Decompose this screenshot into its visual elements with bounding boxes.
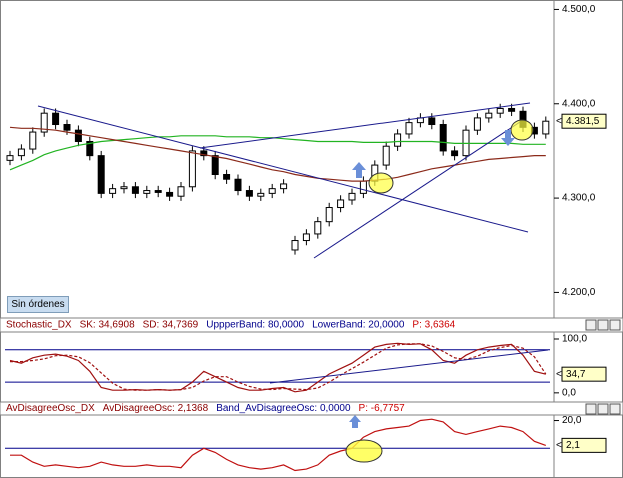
y-tick-label: 20,0 xyxy=(562,415,582,426)
panel-header xyxy=(0,317,623,333)
y-tick-label: 0,0 xyxy=(562,387,576,398)
candle-body xyxy=(97,155,105,194)
panel-header-text: AvDisagreeOsc_DX xyxy=(6,403,95,414)
candle-body xyxy=(211,155,219,176)
candle-body xyxy=(6,155,14,161)
series-line xyxy=(10,343,547,391)
value-tag-box xyxy=(561,437,607,453)
candle-body xyxy=(234,178,242,192)
window-buttons[interactable] xyxy=(585,319,621,415)
orders-button[interactable]: Sin órdenes xyxy=(7,296,69,313)
series-line xyxy=(9,126,546,182)
candle-body xyxy=(302,233,310,242)
candle-body xyxy=(17,148,25,157)
annotations xyxy=(37,102,549,463)
panel-header-text: Band_AvDisagreeOsc: 0,0000 xyxy=(216,403,351,414)
panel-header-text: Stochastic_DX xyxy=(6,320,72,331)
candle-body xyxy=(131,186,139,194)
y-tick-label: 4.500,0 xyxy=(562,4,596,15)
candle-body xyxy=(120,186,128,190)
y-tick-label: 100,0 xyxy=(562,334,587,345)
candle-body xyxy=(451,150,459,157)
candle-body xyxy=(291,240,299,251)
candle-body xyxy=(394,133,402,147)
panel-header-text: AvDisagreeOsc: 2,1368 xyxy=(103,403,209,414)
candle-body xyxy=(496,107,504,114)
candle-body xyxy=(29,131,37,150)
series-line xyxy=(9,342,546,393)
candle-body xyxy=(439,124,447,152)
value-tag-box xyxy=(561,366,607,382)
candle-body xyxy=(86,140,94,157)
candle-body xyxy=(52,112,60,126)
candle-body xyxy=(257,192,265,197)
value-tag-box xyxy=(561,113,607,129)
candle-body xyxy=(348,192,356,201)
candle-body xyxy=(337,199,345,209)
panel-header-text: P: -6,7757 xyxy=(359,403,406,414)
panel-header xyxy=(0,401,623,416)
candle-body xyxy=(485,112,493,119)
value-tag: 2,1 xyxy=(566,440,580,451)
candle-body xyxy=(325,207,333,223)
series-line xyxy=(10,418,547,472)
candle-body xyxy=(508,107,516,112)
candle-body xyxy=(473,117,481,131)
y-tick-label: 4.400,0 xyxy=(562,98,596,109)
candle-body xyxy=(200,150,208,157)
candle-body xyxy=(542,120,550,135)
panel-header-text: SD: 34,7369 xyxy=(143,320,199,331)
candle-body xyxy=(359,180,367,194)
candle-body xyxy=(177,186,185,197)
candle-body xyxy=(143,190,151,194)
candle-body xyxy=(245,190,253,197)
y-tick-label: 4.200,0 xyxy=(562,287,596,298)
candle-body xyxy=(74,129,82,142)
value-tag-arrow: < xyxy=(556,440,562,451)
candle-body xyxy=(405,122,413,135)
series-line xyxy=(9,135,546,171)
candle-body xyxy=(223,174,231,180)
candle-body xyxy=(382,145,390,166)
candle-body xyxy=(166,191,174,197)
panel-header-text: LowerBand: 20,0000 xyxy=(312,320,405,331)
value-tag-arrow: < xyxy=(556,369,562,380)
candle-body xyxy=(314,221,322,235)
y-tick-label: 4.300,0 xyxy=(562,193,596,204)
candle-body xyxy=(63,124,71,131)
value-tag: 4.381,5 xyxy=(566,116,600,127)
candle-body xyxy=(268,188,276,194)
candle-body xyxy=(109,188,117,194)
candle-body xyxy=(188,150,196,188)
candle-body xyxy=(40,112,48,133)
candle-body xyxy=(280,183,288,190)
panel-header-text: SK: 34,6908 xyxy=(80,320,135,331)
panel-header-text: P: 3,6364 xyxy=(412,320,455,331)
candle-body xyxy=(428,117,436,126)
candle-body xyxy=(154,190,162,193)
value-tag-arrow: < xyxy=(556,116,562,127)
panel-header-text: UppperBand: 80,0000 xyxy=(206,320,304,331)
value-tag: 34,7 xyxy=(566,369,586,380)
